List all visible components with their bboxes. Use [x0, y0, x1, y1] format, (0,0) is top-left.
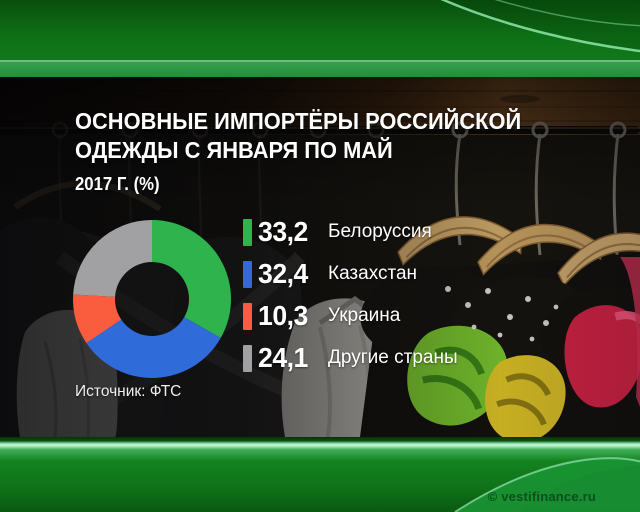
- legend-label: Украина: [328, 305, 401, 326]
- top-glass-stripe: [0, 60, 640, 77]
- legend-swatch: [243, 344, 252, 372]
- chart-subtitle: 2017 Г. (%): [75, 174, 160, 194]
- top-green-band: [0, 0, 640, 77]
- legend-item-other-countries: 24,1 Другие страны: [243, 337, 458, 379]
- bottom-green-band: © vestifinance.ru: [0, 437, 640, 512]
- title-line-1: ОСНОВНЫЕ ИМПОРТЁРЫ РОССИЙСКОЙ: [75, 108, 522, 134]
- donut-chart: [73, 220, 231, 378]
- top-band-swoosh-decoration: [440, 0, 640, 53]
- content-stage: ОСНОВНЫЕ ИМПОРТЁРЫ РОССИЙСКОЙ ОДЕЖДЫ С Я…: [0, 77, 640, 437]
- legend-value: 32,4: [258, 258, 308, 289]
- legend-value: 10,3: [258, 300, 308, 331]
- donut-segment-1: [152, 220, 231, 338]
- watermark: © vestifinance.ru: [487, 489, 596, 504]
- donut-segment-4: [73, 220, 152, 297]
- legend-item-ukraine: 10,3 Украина: [243, 295, 458, 337]
- legend-swatch: [243, 302, 252, 330]
- legend-value: 33,2: [258, 216, 308, 247]
- legend-item-kazakhstan: 32,4 Казахстан: [243, 253, 458, 295]
- legend-swatch: [243, 218, 252, 246]
- legend-item-belarus: 33,2 Белоруссия: [243, 211, 458, 253]
- donut-segment-3: [73, 294, 122, 343]
- title-line-2: ОДЕЖДЫ С ЯНВАРЯ ПО МАЙ: [75, 137, 393, 163]
- bottom-band-swoosh-decoration: [454, 456, 640, 512]
- legend-swatch: [243, 260, 252, 288]
- legend-label: Белоруссия: [328, 221, 432, 242]
- chart-title-block: ОСНОВНЫЕ ИМПОРТЁРЫ РОССИЙСКОЙ ОДЕЖДЫ С Я…: [75, 107, 521, 195]
- legend-label: Другие страны: [328, 347, 458, 368]
- source-note: Источник: ФТС: [75, 383, 182, 400]
- legend-label: Казахстан: [328, 263, 418, 284]
- legend-value: 24,1: [258, 342, 308, 373]
- chart-legend: 33,2 Белоруссия 32,4 Казахстан 10,3 Укра…: [243, 211, 458, 379]
- donut-segment-2: [86, 317, 221, 378]
